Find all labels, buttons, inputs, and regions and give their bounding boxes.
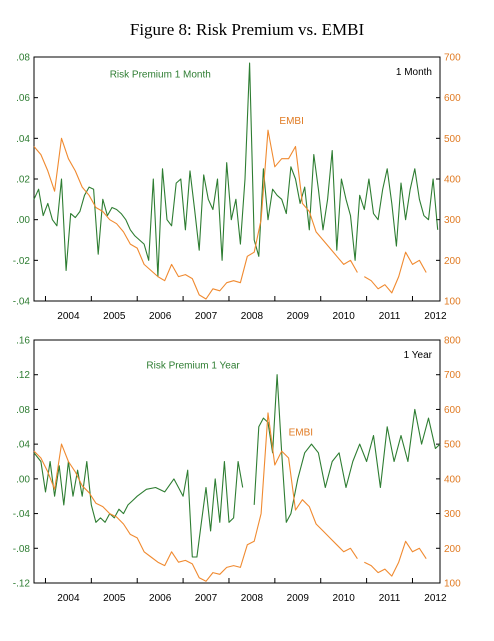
left-tick-label: -.08 — [13, 544, 31, 555]
right-tick-label: 600 — [444, 93, 461, 104]
left-tick-label: .08 — [16, 405, 30, 416]
right-tick-label: 300 — [444, 215, 461, 226]
chart-panel-1: -.04 -.02 .00 .02 .04 .06 .08 100 200 300 400 500 60… — [13, 53, 461, 323]
x-tick-label: 2009 — [287, 311, 310, 322]
embi-line — [364, 540, 427, 577]
left-tick-label: -.04 — [13, 509, 31, 520]
left-tick-label: .08 — [16, 53, 30, 64]
right-tick-label: 700 — [444, 370, 461, 381]
left-tick-label: -.04 — [13, 297, 31, 308]
right-tick-label: 500 — [444, 440, 461, 451]
x-tick-label: 2006 — [149, 311, 172, 322]
panel-label: 1 Year — [404, 350, 433, 361]
x-tick-label: 2004 — [57, 311, 80, 322]
x-tick-label: 2005 — [103, 593, 126, 604]
embi-line — [33, 412, 358, 582]
left-tick-label: .12 — [16, 370, 30, 381]
x-tick-label: 2005 — [103, 311, 126, 322]
left-tick-label: .16 — [16, 336, 30, 347]
right-tick-label: 700 — [444, 53, 461, 64]
left-tick-label: .00 — [16, 215, 30, 226]
x-tick-label: 2004 — [57, 593, 80, 604]
figure-title: Figure 8: Risk Premium vs. EMBI — [129, 20, 365, 39]
left-tick-label: .00 — [16, 474, 30, 485]
right-tick-label: 400 — [444, 474, 461, 485]
series-annotation: Risk Premium 1 Year — [146, 361, 240, 372]
right-tick-label: 500 — [444, 134, 461, 145]
series-annotation: EMBI — [279, 116, 303, 127]
left-tick-label: -.12 — [13, 579, 31, 590]
embi-line — [364, 251, 427, 294]
risk-premium-line — [253, 374, 441, 523]
risk-premium-line — [33, 452, 244, 558]
right-tick-label: 400 — [444, 175, 461, 186]
left-tick-label: .04 — [16, 134, 30, 145]
right-tick-label: 200 — [444, 544, 461, 555]
left-tick-label: .06 — [16, 93, 30, 104]
left-tick-label: .02 — [16, 175, 30, 186]
right-tick-label: 100 — [444, 579, 461, 590]
x-tick-label: 2012 — [424, 311, 447, 322]
plot-frame — [33, 339, 441, 584]
x-tick-label: 2008 — [241, 593, 264, 604]
panel-label: 1 Month — [396, 67, 432, 78]
left-tick-label: -.02 — [13, 256, 31, 267]
right-tick-label: 300 — [444, 509, 461, 520]
risk-premium-line — [33, 62, 439, 278]
x-tick-label: 2011 — [379, 311, 401, 322]
series-annotation: Risk Premium 1 Month — [110, 69, 211, 80]
plot-frame — [33, 56, 441, 302]
x-tick-label: 2011 — [379, 593, 401, 604]
right-tick-label: 200 — [444, 256, 461, 267]
embi-line — [33, 129, 358, 300]
right-tick-label: 800 — [444, 336, 461, 347]
x-tick-label: 2010 — [333, 311, 356, 322]
x-tick-label: 2006 — [149, 593, 172, 604]
chart-panel-2: -.12 -.08 -.04 .00 .04 .08 .12 .16 100 200 300 400 5… — [13, 336, 461, 605]
x-tick-label: 2009 — [287, 593, 310, 604]
left-tick-label: .04 — [16, 440, 30, 451]
x-tick-label: 2007 — [195, 311, 218, 322]
x-tick-label: 2007 — [195, 593, 218, 604]
x-tick-label: 2008 — [241, 311, 264, 322]
x-tick-label: 2010 — [333, 593, 356, 604]
x-tick-label: 2012 — [424, 593, 447, 604]
right-tick-label: 100 — [444, 297, 461, 308]
right-tick-label: 600 — [444, 405, 461, 416]
series-annotation: EMBI — [289, 427, 313, 438]
